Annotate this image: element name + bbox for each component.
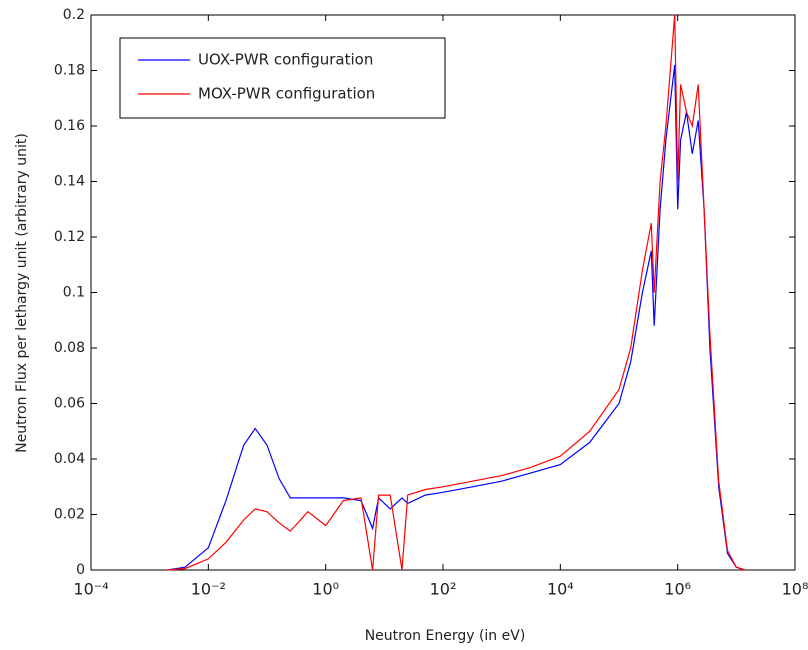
x-tick-label: 10⁴ xyxy=(547,580,574,599)
series-line xyxy=(167,14,746,571)
x-axis-label: Neutron Energy (in eV) xyxy=(365,628,526,644)
legend-label: MOX-PWR configuration xyxy=(198,85,375,103)
legend-box xyxy=(119,37,446,119)
y-tick-label: 0.16 xyxy=(54,118,85,134)
series-line xyxy=(167,64,746,571)
y-tick-label: 0.2 xyxy=(63,7,85,23)
x-tick-label: 10⁻² xyxy=(191,580,226,599)
y-tick-label: 0.14 xyxy=(54,174,85,190)
y-tick-label: 0.12 xyxy=(54,229,85,245)
x-tick-label: 10² xyxy=(430,580,457,599)
y-tick-label: 0.06 xyxy=(54,396,85,412)
y-tick-label: 0.18 xyxy=(54,63,85,79)
y-tick-label: 0.1 xyxy=(63,285,85,301)
y-tick-label: 0 xyxy=(76,562,85,578)
y-axis-label: Neutron Flux per lethargy unit (arbitrar… xyxy=(14,133,30,453)
x-tick-label: 10⁸ xyxy=(782,580,808,599)
legend-label: UOX-PWR configuration xyxy=(198,51,373,69)
x-tick-label: 10⁻⁴ xyxy=(73,580,108,599)
y-tick-label: 0.08 xyxy=(54,340,85,356)
y-tick-label: 0.02 xyxy=(54,507,85,523)
x-tick-label: 10⁰ xyxy=(312,580,339,599)
y-tick-label: 0.04 xyxy=(54,451,85,467)
x-tick-label: 10⁶ xyxy=(664,580,691,599)
